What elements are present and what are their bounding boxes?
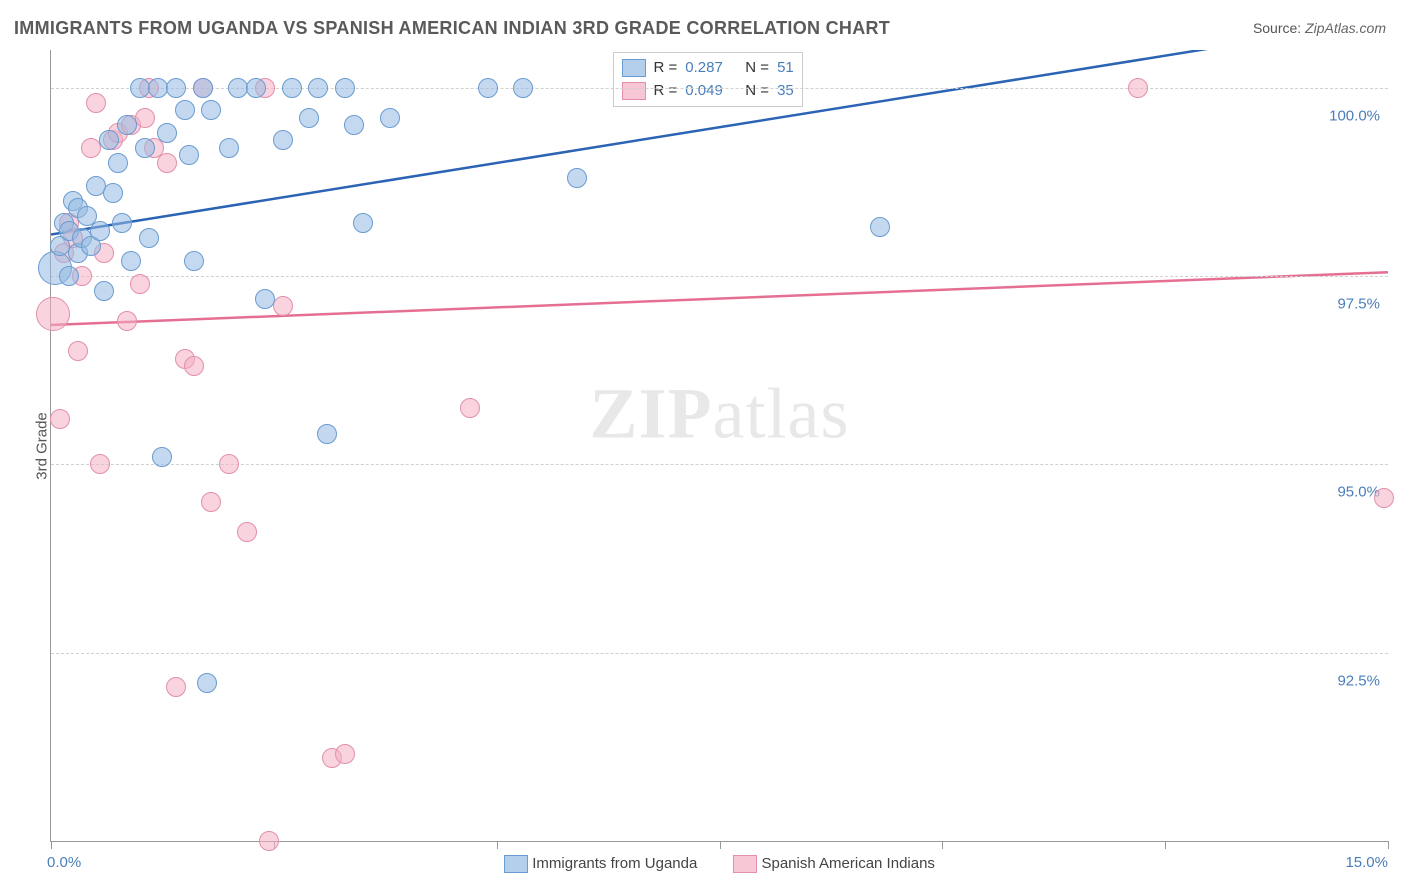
data-point [135, 108, 155, 128]
data-point [219, 454, 239, 474]
data-point [193, 78, 213, 98]
data-point [478, 78, 498, 98]
legend-swatch [504, 855, 528, 873]
legend-item: Spanish American Indians [733, 855, 935, 872]
n-label: N = [745, 80, 769, 103]
data-point [335, 78, 355, 98]
data-point [255, 289, 275, 309]
watermark: ZIPatlas [590, 372, 850, 455]
source-value: ZipAtlas.com [1305, 20, 1386, 36]
data-point [121, 251, 141, 271]
data-point [36, 297, 70, 331]
data-point [103, 183, 123, 203]
x-tick [1388, 841, 1389, 849]
r-label: R = [654, 57, 678, 80]
legend-swatch [622, 59, 646, 77]
data-point [99, 130, 119, 150]
data-point [90, 221, 110, 241]
data-point [380, 108, 400, 128]
data-point [117, 311, 137, 331]
chart-title: IMMIGRANTS FROM UGANDA VS SPANISH AMERIC… [14, 18, 890, 39]
gridline-h [51, 276, 1388, 277]
legend-swatch [733, 855, 757, 873]
watermark-zip: ZIP [590, 373, 713, 453]
source-label: Source: [1253, 20, 1305, 36]
y-tick-label: 100.0% [1329, 107, 1380, 124]
data-point [59, 266, 79, 286]
x-tick [51, 841, 52, 849]
trend-lines [51, 50, 1388, 841]
data-point [344, 115, 364, 135]
data-point [513, 78, 533, 98]
data-point [1128, 78, 1148, 98]
data-point [117, 115, 137, 135]
data-point [152, 447, 172, 467]
data-point [94, 281, 114, 301]
data-point [273, 296, 293, 316]
data-point [68, 341, 88, 361]
data-point [108, 153, 128, 173]
data-point [201, 100, 221, 120]
data-point [567, 168, 587, 188]
legend-row: R = 0.049 N = 35 [622, 80, 794, 103]
legend-swatch [622, 82, 646, 100]
legend-label: Spanish American Indians [761, 855, 934, 872]
data-point [259, 831, 279, 851]
data-point [135, 138, 155, 158]
data-point [166, 78, 186, 98]
legend-label: Immigrants from Uganda [532, 855, 697, 872]
scatter-chart: ZIPatlas R =0.287N =51R =0.049N =35 0.0%… [50, 50, 1388, 842]
data-point [308, 78, 328, 98]
data-point [112, 213, 132, 233]
data-point [139, 228, 159, 248]
data-point [1374, 488, 1394, 508]
data-point [175, 100, 195, 120]
data-point [166, 677, 186, 697]
y-tick-label: 92.5% [1337, 672, 1380, 689]
data-point [197, 673, 217, 693]
data-point [184, 251, 204, 271]
watermark-atlas: atlas [713, 373, 850, 453]
x-tick [720, 841, 721, 849]
trend-line [51, 272, 1388, 325]
r-label: R = [654, 80, 678, 103]
data-point [237, 522, 257, 542]
data-point [157, 123, 177, 143]
data-point [219, 138, 239, 158]
data-point [184, 356, 204, 376]
data-point [157, 153, 177, 173]
gridline-h [51, 464, 1388, 465]
data-point [317, 424, 337, 444]
data-point [273, 130, 293, 150]
data-point [130, 274, 150, 294]
data-point [870, 217, 890, 237]
n-value: 35 [777, 80, 794, 103]
n-label: N = [745, 57, 769, 80]
r-value: 0.049 [685, 80, 737, 103]
y-tick-label: 97.5% [1337, 296, 1380, 313]
correlation-legend: R = 0.287 N = 51 R = 0.049 N = 35 [613, 52, 803, 107]
data-point [299, 108, 319, 128]
data-point [353, 213, 373, 233]
x-tick [942, 841, 943, 849]
x-tick [1165, 841, 1166, 849]
source-attribution: Source: ZipAtlas.com [1253, 20, 1386, 36]
y-axis-label: 3rd Grade [33, 412, 50, 480]
legend-row: R = 0.287 N = 51 [622, 57, 794, 80]
data-point [86, 93, 106, 113]
data-point [460, 398, 480, 418]
x-tick [497, 841, 498, 849]
data-point [282, 78, 302, 98]
data-point [90, 454, 110, 474]
legend-item: Immigrants from Uganda [504, 855, 697, 872]
series-legend: Immigrants from Uganda Spanish American … [51, 855, 1388, 873]
data-point [335, 744, 355, 764]
data-point [246, 78, 266, 98]
data-point [50, 409, 70, 429]
data-point [201, 492, 221, 512]
data-point [179, 145, 199, 165]
n-value: 51 [777, 57, 794, 80]
r-value: 0.287 [685, 57, 737, 80]
gridline-h [51, 653, 1388, 654]
